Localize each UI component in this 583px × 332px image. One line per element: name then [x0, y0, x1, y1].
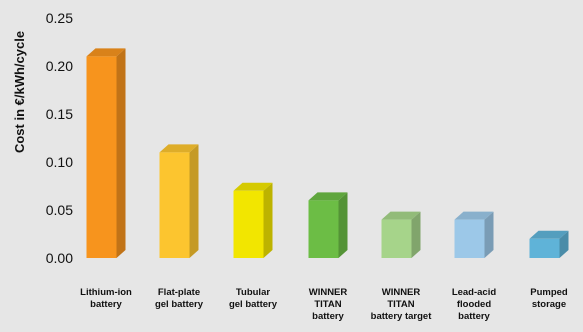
bar-top [159, 144, 199, 153]
bar-side [411, 211, 421, 258]
bar-top [233, 182, 273, 191]
x-tick-label: Flat-plate gel battery [154, 287, 204, 310]
x-tick-label: Pumped storage [530, 287, 568, 310]
bar-top [308, 192, 348, 201]
bar-side [116, 48, 126, 259]
x-tick-label: Lithium-ion battery [80, 287, 132, 310]
bar-front [308, 200, 339, 258]
bar-side [263, 182, 273, 258]
bar-side [189, 144, 199, 258]
bar [159, 144, 199, 258]
y-tick-label: 0.25 [46, 10, 73, 26]
bar-front [454, 219, 485, 258]
bar-front [86, 56, 117, 259]
x-tick-label: WINNER TITAN battery target [370, 287, 432, 322]
bar [233, 182, 273, 258]
bar-front [233, 190, 264, 258]
y-tick-label: 0.15 [46, 106, 73, 122]
y-tick-label: 0.20 [46, 58, 73, 74]
bar [454, 211, 494, 258]
x-tick-label: WINNER TITAN battery [308, 287, 348, 322]
y-axis-label: Cost in €/kWh/cycle [12, 31, 27, 153]
y-tick-label: 0.00 [46, 250, 73, 266]
bar-side [338, 192, 348, 258]
bar-side [559, 230, 569, 258]
y-axis-ticks: 0.00 0.05 0.10 0.15 0.20 0.25 [46, 10, 73, 266]
y-tick-label: 0.10 [46, 154, 73, 170]
bars [86, 48, 569, 259]
bar-top [454, 211, 494, 220]
bar [529, 230, 569, 258]
bar [308, 192, 348, 258]
bar [381, 211, 421, 258]
bar-side [484, 211, 494, 258]
bar-front [159, 152, 190, 258]
bar-front [529, 238, 560, 258]
bar-top [381, 211, 421, 220]
bar-top [86, 48, 126, 57]
y-tick-label: 0.05 [46, 202, 73, 218]
x-tick-label: Tubular gel battery [228, 287, 278, 310]
x-tick-label: Lead-acid flooded battery [451, 287, 497, 322]
bar-top [529, 230, 569, 239]
bar-front [381, 219, 412, 258]
bar [86, 48, 126, 259]
